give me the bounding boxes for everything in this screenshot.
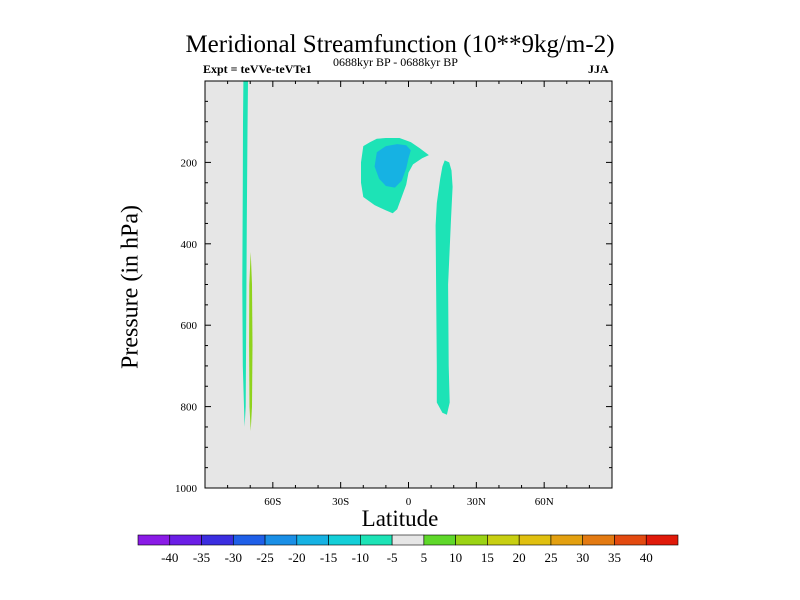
y-tick-label: 200 [181, 157, 198, 169]
colorbar-label: 40 [640, 550, 653, 565]
colorbar-label: -5 [387, 550, 398, 565]
x-axis-label: Latitude [361, 506, 439, 531]
colorbar-box [487, 534, 520, 546]
period-label: 0688kyr BP - 0688kyr BP [333, 55, 458, 69]
colorbar-box [518, 534, 552, 546]
x-tick-label: 30N [467, 496, 486, 508]
x-tick-label: 30S [332, 496, 349, 508]
colorbar-label: 10 [449, 550, 462, 565]
colorbar-box [201, 534, 234, 546]
colorbar-label: 35 [608, 550, 621, 565]
x-tick-label: 60S [264, 496, 281, 508]
colorbar-label: 5 [421, 550, 428, 565]
colorbar-label: -40 [161, 550, 178, 565]
colorbar-label: 25 [544, 550, 557, 565]
colorbar-label: 20 [513, 550, 526, 565]
colorbar-box [232, 534, 266, 546]
colorbar-label: 15 [481, 550, 494, 565]
colorbar-label: -10 [352, 550, 369, 565]
colorbar-box [137, 534, 171, 546]
colorbar-box [360, 534, 393, 546]
colorbar-label: -25 [256, 550, 273, 565]
contour-region-5 [435, 160, 453, 415]
contour-region-1 [242, 81, 248, 427]
colorbar-label: -30 [225, 550, 242, 565]
chart-title: Meridional Streamfunction (10**9kg/m-2) [185, 31, 615, 58]
colorbar-label: -15 [320, 550, 337, 565]
colorbar-box [169, 534, 202, 546]
contour-region-4 [374, 144, 411, 188]
x-tick-label: 60N [535, 496, 554, 508]
y-tick-label: 800 [181, 402, 198, 414]
x-tick-label: 0 [406, 496, 412, 508]
colorbar-box [264, 534, 298, 546]
season-label: JJA [588, 62, 609, 76]
colorbar-box [550, 534, 584, 546]
y-tick-label: 600 [181, 320, 198, 332]
colorbar-box [645, 534, 679, 546]
colorbar-box [328, 534, 361, 546]
colorbar-label: -20 [288, 550, 305, 565]
colorbar-box [455, 534, 488, 546]
experiment-label: Expt = teVVe-teVTe1 [203, 62, 312, 76]
y-tick-label: 1000 [175, 483, 198, 495]
colorbar-box [391, 534, 425, 546]
y-tick-label: 400 [181, 239, 198, 251]
colorbar-box [423, 534, 456, 546]
colorbar-box [582, 534, 615, 546]
colorbar-label: -35 [193, 550, 210, 565]
contour-region-2 [249, 251, 253, 431]
colorbar-box [614, 534, 647, 546]
colorbar-label: 30 [576, 550, 589, 565]
colorbar-box [296, 534, 329, 546]
